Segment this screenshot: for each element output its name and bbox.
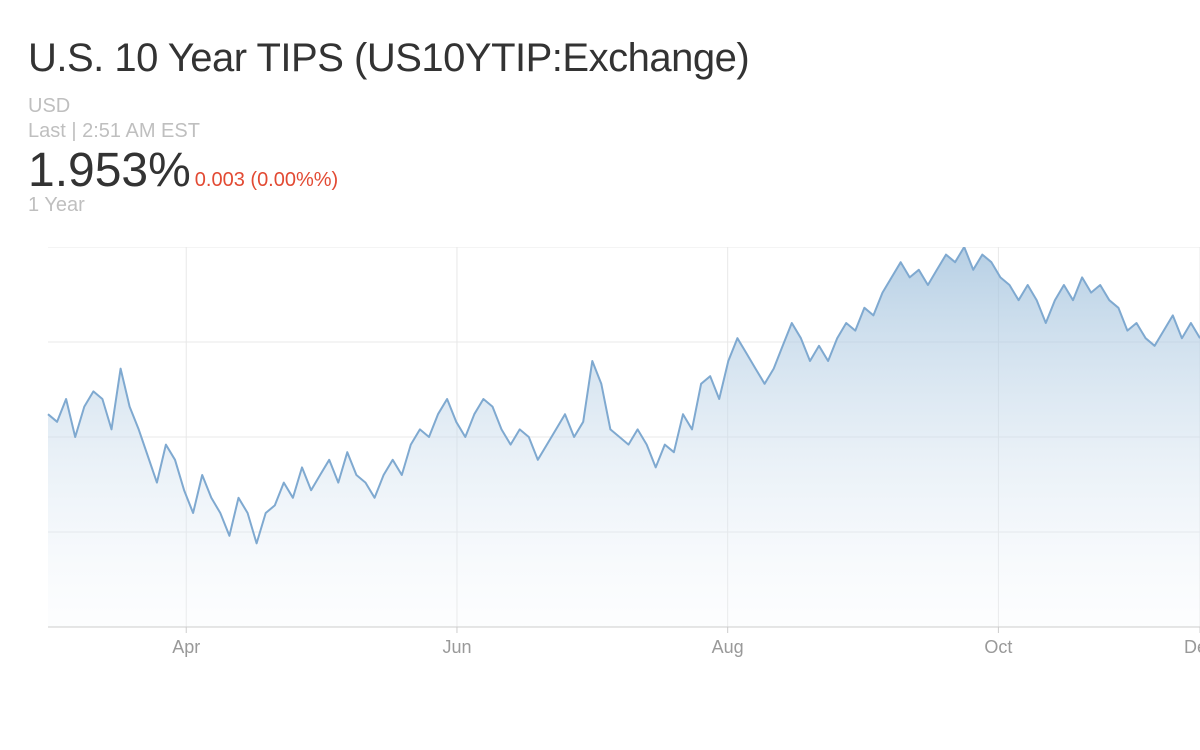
instrument-title: U.S. 10 Year TIPS (US10YTIP:Exchange) — [28, 36, 1172, 81]
svg-text:Dec: Dec — [1184, 637, 1200, 657]
period-label: 1 Year — [28, 194, 1172, 217]
price-chart[interactable]: AprJunAugOctDec — [28, 247, 1172, 677]
chart-svg: Apr Jun Aug Oct Dec — [28, 247, 1200, 677]
quote-container: U.S. 10 Year TIPS (US10YTIP:Exchange) US… — [0, 0, 1200, 677]
timestamp-label: Last | 2:51 AM EST — [28, 120, 1172, 143]
svg-text:Oct: Oct — [984, 637, 1012, 657]
currency-label: USD — [28, 95, 1172, 118]
last-price: 1.953% — [28, 143, 191, 198]
svg-text:Jun: Jun — [442, 637, 471, 657]
price-row: 1.953% 0.003 (0.00%%) — [28, 143, 1172, 198]
svg-text:Apr: Apr — [172, 637, 200, 657]
price-change: 0.003 (0.00%%) — [195, 169, 338, 192]
svg-text:Aug: Aug — [712, 637, 744, 657]
